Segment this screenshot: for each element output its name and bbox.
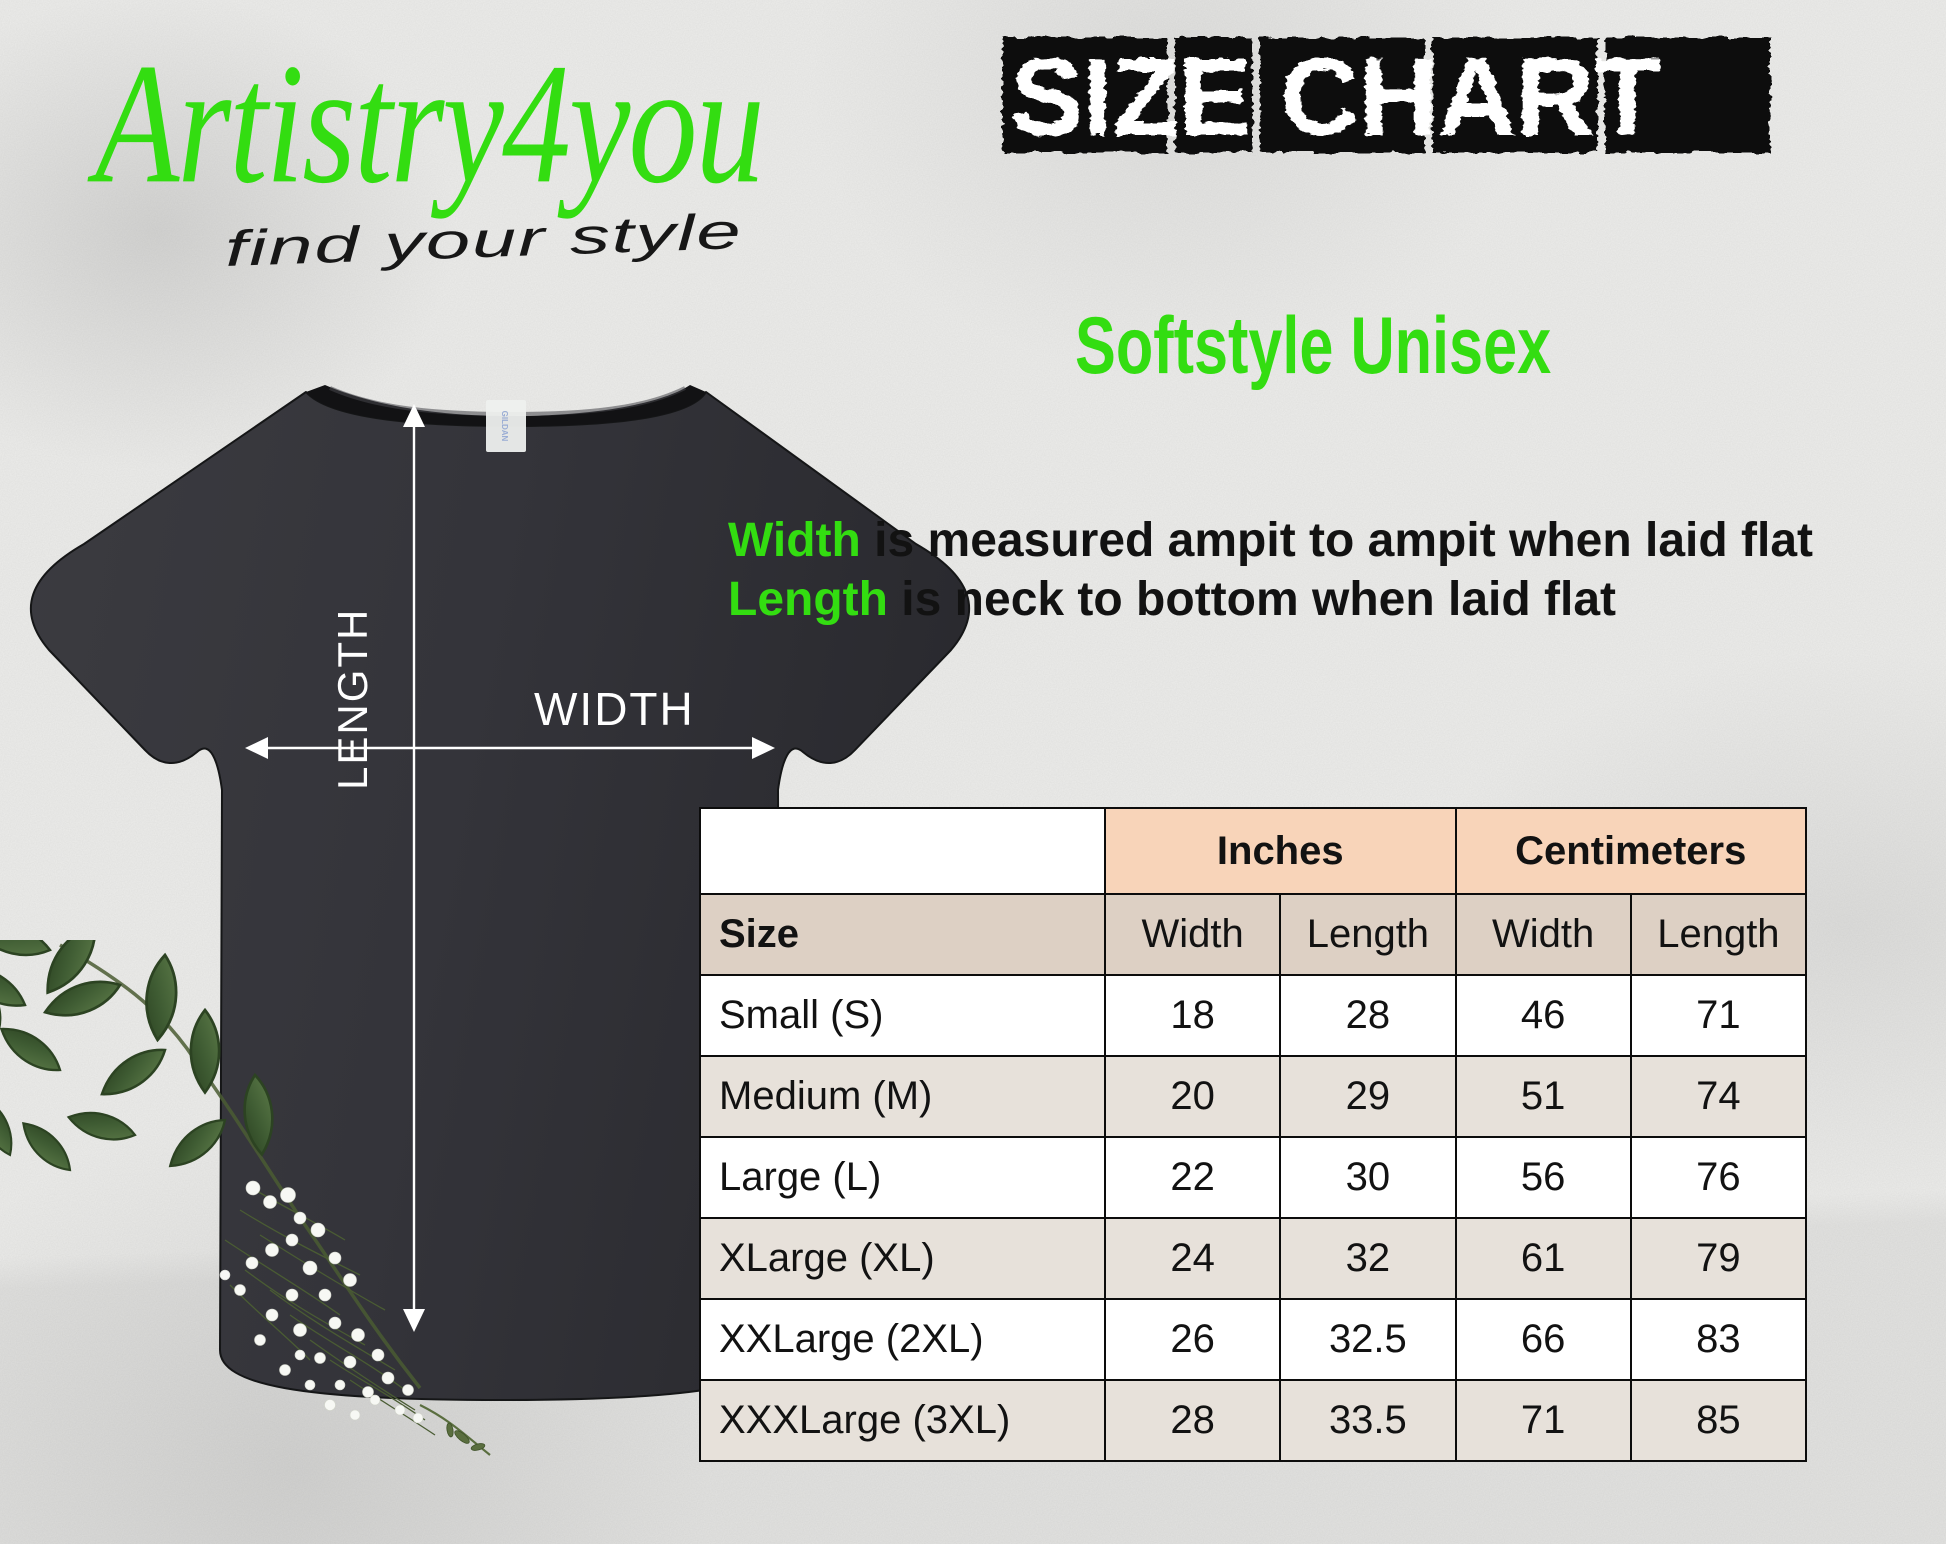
svg-text:LENGTH: LENGTH <box>329 608 376 790</box>
svg-text:WIDTH: WIDTH <box>534 683 695 735</box>
